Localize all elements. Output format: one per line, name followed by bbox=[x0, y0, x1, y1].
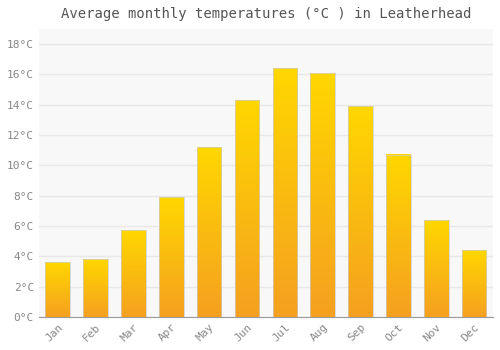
Bar bbox=[272, 69, 297, 317]
Bar bbox=[159, 197, 184, 317]
Bar bbox=[84, 259, 108, 317]
Bar bbox=[386, 155, 410, 317]
Bar bbox=[197, 147, 222, 317]
Title: Average monthly temperatures (°C ) in Leatherhead: Average monthly temperatures (°C ) in Le… bbox=[60, 7, 471, 21]
Bar bbox=[424, 220, 448, 317]
Bar bbox=[462, 250, 486, 317]
Bar bbox=[46, 262, 70, 317]
Bar bbox=[234, 100, 260, 317]
Bar bbox=[310, 73, 335, 317]
Bar bbox=[121, 231, 146, 317]
Bar bbox=[348, 106, 373, 317]
